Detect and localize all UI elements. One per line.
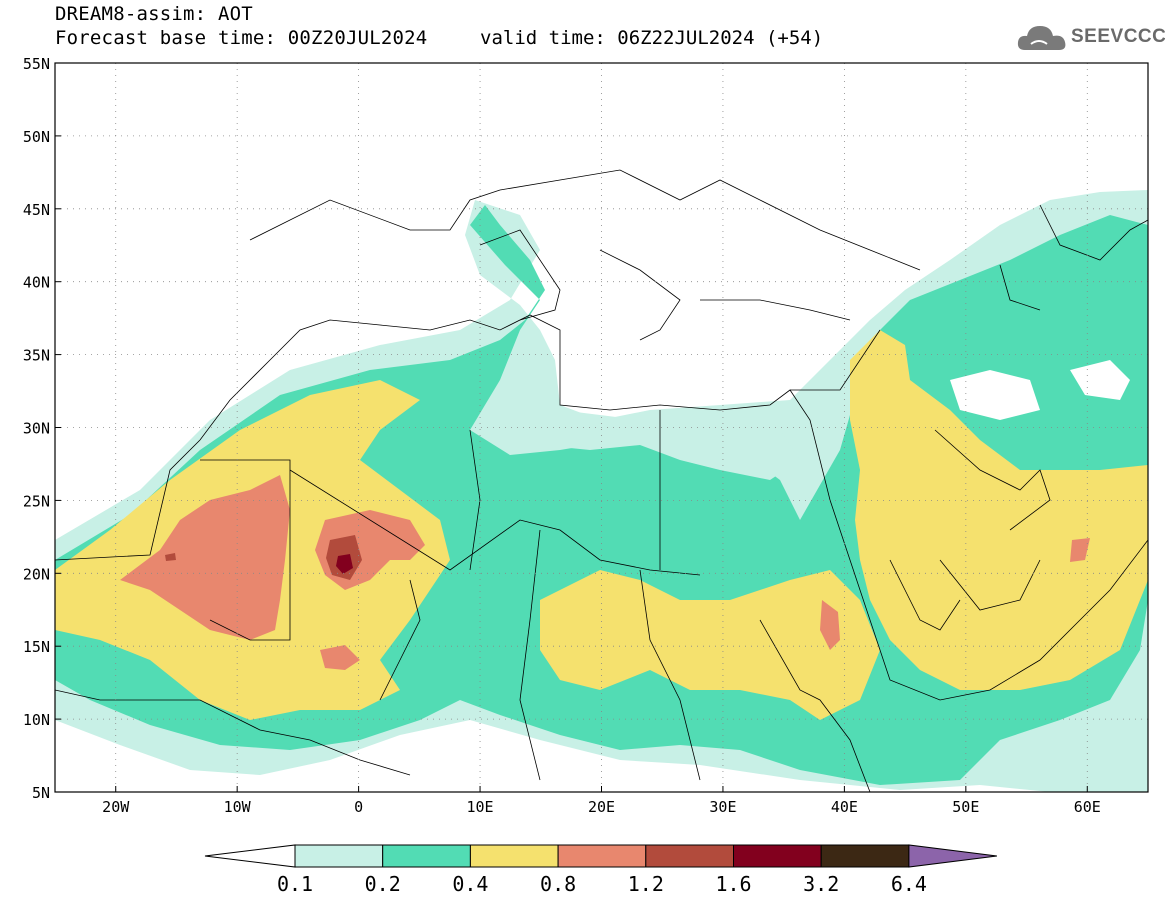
lon-tick-label: 10W	[224, 798, 252, 816]
color-legend: 0.1 0.2 0.4 0.8 1.2 1.6 3.2 6.4	[204, 844, 997, 896]
lat-tick-label: 55N	[23, 55, 50, 73]
lon-tick-label: 30E	[709, 798, 736, 816]
legend-swatch	[294, 844, 384, 868]
lat-tick-label: 35N	[23, 347, 50, 365]
lat-tick-label: 40N	[23, 274, 50, 292]
legend-under-triangle	[204, 844, 296, 868]
legend-level-label: 6.4	[891, 872, 927, 896]
lat-tick-label: 45N	[23, 201, 50, 219]
logo-text: SEEVCCC	[1071, 26, 1165, 47]
legend-swatch	[820, 844, 910, 868]
forecast-base-time: Forecast base time: 00Z20JUL2024	[55, 27, 428, 49]
legend-swatch	[645, 844, 734, 868]
legend-level-label: 0.4	[452, 872, 488, 896]
lat-tick-label: 30N	[23, 420, 50, 438]
legend-swatch	[469, 844, 559, 868]
lat-tick-label: 5N	[32, 784, 50, 802]
lon-tick-label: 10E	[467, 798, 494, 816]
legend-level-label: 0.1	[277, 872, 313, 896]
legend-swatch	[382, 844, 471, 868]
legend-swatch	[733, 844, 822, 868]
lat-tick-label: 10N	[23, 711, 50, 729]
grid-lines	[55, 63, 1148, 792]
aot-field	[55, 190, 1148, 792]
longitude-labels: 20W 10W 0 10E 20E 30E 40E 50E 60E	[102, 786, 1101, 816]
lat-tick-label: 50N	[23, 128, 50, 146]
lat-tick-label: 20N	[23, 565, 50, 583]
lon-tick-label: 50E	[952, 798, 979, 816]
lat-tick-label: 25N	[23, 492, 50, 510]
legend-level-label: 3.2	[803, 872, 839, 896]
valid-time: valid time: 06Z22JUL2024 (+54)	[480, 27, 824, 49]
latitude-labels: 55N 50N 45N 40N 35N 30N 25N 20N 15N 10N 5N	[23, 55, 61, 802]
seevccc-logo: SEEVCCC	[1015, 20, 1165, 60]
legend-swatch	[557, 844, 647, 868]
lon-tick-label: 0	[354, 798, 363, 816]
legend-level-label: 0.8	[540, 872, 576, 896]
lon-tick-label: 20E	[588, 798, 615, 816]
lon-tick-label: 40E	[831, 798, 858, 816]
legend-level-label: 1.6	[715, 872, 751, 896]
lon-tick-label: 60E	[1074, 798, 1101, 816]
aot-contour-0.8	[120, 475, 290, 640]
legend-level-label: 0.2	[365, 872, 401, 896]
map-title: DREAM8-assim: AOT	[55, 3, 253, 25]
coastlines	[55, 169, 1148, 792]
aot-contour-1.6	[336, 554, 353, 574]
legend-over-triangle	[908, 844, 997, 868]
lon-tick-label: 20W	[102, 798, 130, 816]
legend-level-label: 1.2	[628, 872, 664, 896]
cloud-icon	[1017, 26, 1066, 50]
lat-tick-label: 15N	[23, 638, 50, 656]
